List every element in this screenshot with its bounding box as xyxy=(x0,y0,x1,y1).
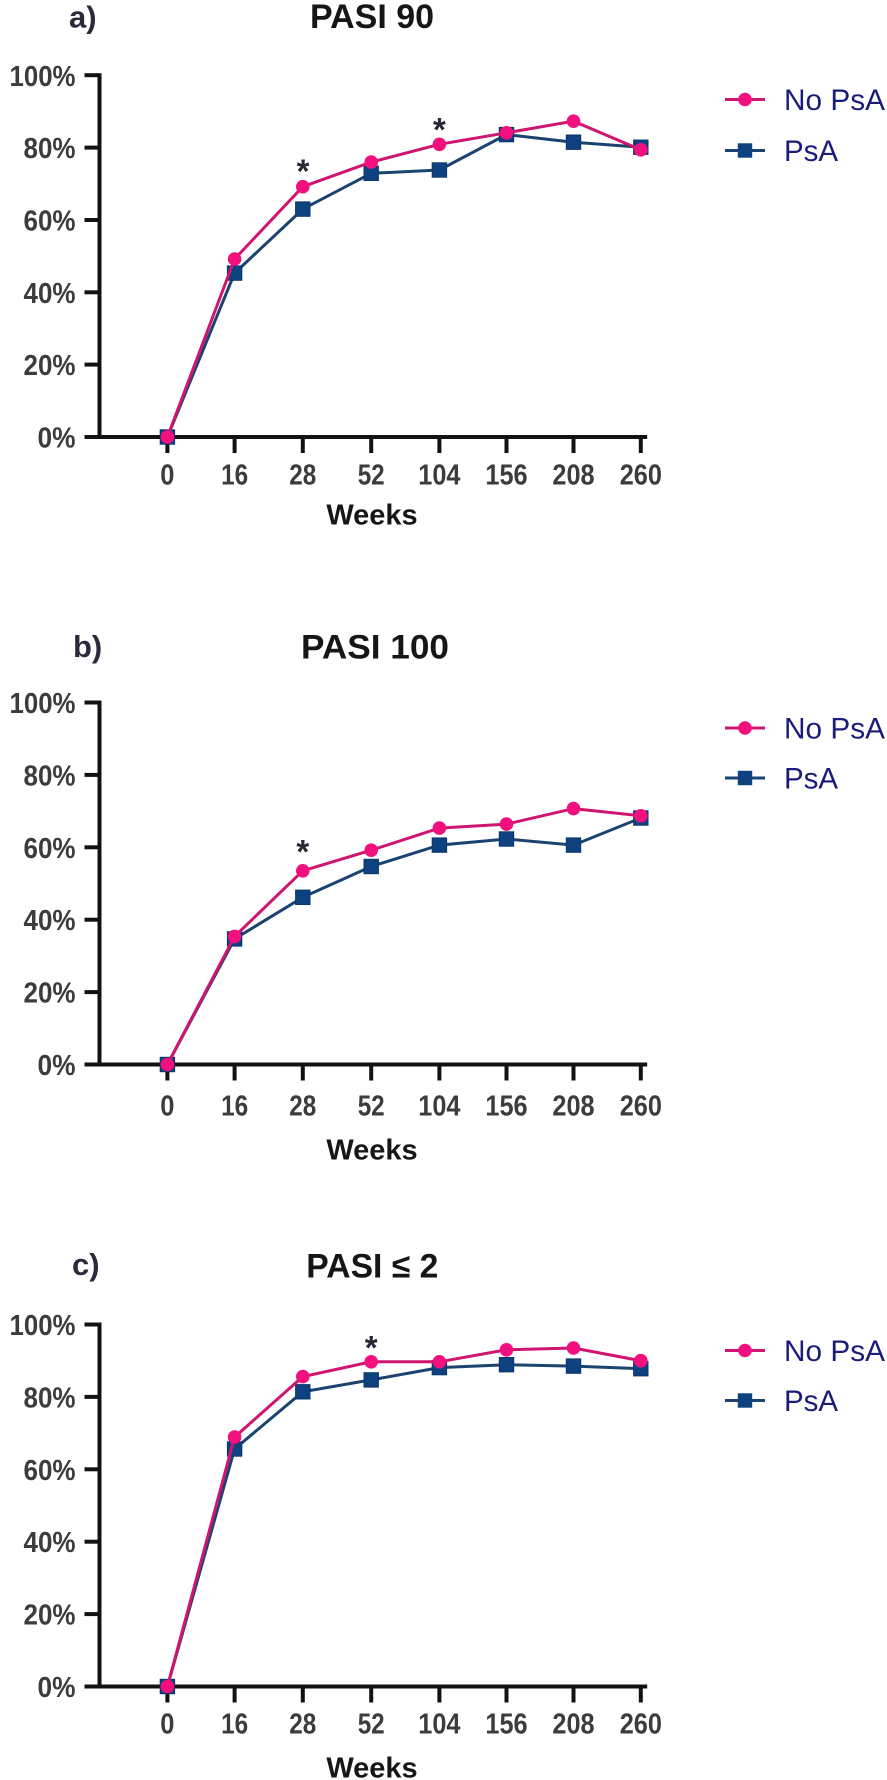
svg-text:156: 156 xyxy=(485,1090,527,1122)
svg-text:No PsA: No PsA xyxy=(784,713,885,746)
svg-text:PsA: PsA xyxy=(784,763,838,796)
svg-text:a): a) xyxy=(69,0,97,35)
svg-text:80%: 80% xyxy=(24,133,76,165)
svg-text:No PsA: No PsA xyxy=(784,1335,885,1368)
svg-text:40%: 40% xyxy=(24,1527,76,1559)
svg-text:0: 0 xyxy=(160,460,174,492)
svg-text:60%: 60% xyxy=(24,833,76,865)
svg-text:100%: 100% xyxy=(10,688,76,720)
svg-text:PASI 90: PASI 90 xyxy=(310,0,434,36)
svg-text:0: 0 xyxy=(160,1709,174,1741)
svg-text:80%: 80% xyxy=(24,760,76,792)
svg-text:104: 104 xyxy=(418,460,460,492)
svg-text:0%: 0% xyxy=(38,423,76,455)
svg-text:20%: 20% xyxy=(24,978,76,1010)
svg-text:208: 208 xyxy=(552,460,594,492)
svg-text:60%: 60% xyxy=(24,206,76,238)
svg-text:PsA: PsA xyxy=(784,1385,838,1418)
svg-text:208: 208 xyxy=(552,1090,594,1122)
svg-text:260: 260 xyxy=(620,1709,662,1741)
svg-text:16: 16 xyxy=(221,460,248,492)
svg-text:28: 28 xyxy=(289,460,316,492)
svg-text:No PsA: No PsA xyxy=(784,84,885,117)
svg-text:52: 52 xyxy=(358,1709,385,1741)
svg-text:20%: 20% xyxy=(24,350,76,382)
svg-text:260: 260 xyxy=(620,1090,662,1122)
svg-text:16: 16 xyxy=(221,1090,248,1122)
svg-text:*: * xyxy=(433,111,446,148)
svg-text:260: 260 xyxy=(620,460,662,492)
svg-text:52: 52 xyxy=(358,1090,385,1122)
svg-text:52: 52 xyxy=(358,460,385,492)
svg-text:100%: 100% xyxy=(10,1310,76,1342)
svg-text:104: 104 xyxy=(418,1709,460,1741)
svg-text:156: 156 xyxy=(485,460,527,492)
svg-text:0%: 0% xyxy=(38,1672,76,1704)
svg-text:PASI 100: PASI 100 xyxy=(301,629,449,667)
svg-text:0%: 0% xyxy=(38,1050,76,1082)
svg-text:*: * xyxy=(365,1329,378,1366)
svg-text:b): b) xyxy=(73,629,102,664)
svg-text:208: 208 xyxy=(552,1709,594,1741)
svg-text:60%: 60% xyxy=(24,1455,76,1487)
svg-text:0: 0 xyxy=(160,1090,174,1122)
svg-text:PASI ≤ 2: PASI ≤ 2 xyxy=(306,1248,438,1286)
svg-text:28: 28 xyxy=(289,1090,316,1122)
svg-text:104: 104 xyxy=(418,1090,460,1122)
svg-text:80%: 80% xyxy=(24,1382,76,1414)
svg-text:100%: 100% xyxy=(10,61,76,93)
svg-text:*: * xyxy=(296,833,309,870)
svg-text:c): c) xyxy=(72,1247,100,1282)
svg-text:28: 28 xyxy=(289,1709,316,1741)
svg-text:20%: 20% xyxy=(24,1600,76,1632)
svg-text:40%: 40% xyxy=(24,905,76,937)
svg-text:156: 156 xyxy=(485,1709,527,1741)
svg-text:Weeks: Weeks xyxy=(326,500,417,532)
svg-text:Weeks: Weeks xyxy=(326,1135,417,1167)
svg-text:Weeks: Weeks xyxy=(326,1753,417,1780)
svg-text:*: * xyxy=(297,152,310,189)
svg-text:40%: 40% xyxy=(24,278,76,310)
svg-text:PsA: PsA xyxy=(784,135,838,168)
svg-text:16: 16 xyxy=(221,1709,248,1741)
